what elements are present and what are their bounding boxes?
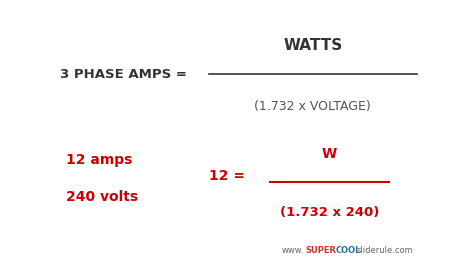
Text: W: W: [322, 147, 337, 161]
Text: COOL: COOL: [336, 246, 361, 255]
Text: www.: www.: [282, 246, 304, 255]
Text: (1.732 x VOLTAGE): (1.732 x VOLTAGE): [255, 100, 371, 113]
Text: sliderule.com: sliderule.com: [357, 246, 414, 255]
Text: WATTS: WATTS: [283, 38, 342, 53]
Text: SUPER: SUPER: [306, 246, 337, 255]
Text: (1.732 x 240): (1.732 x 240): [280, 206, 379, 219]
Text: 12 amps: 12 amps: [66, 153, 133, 167]
Text: 240 volts: 240 volts: [66, 190, 138, 204]
Text: 12 =: 12 =: [209, 169, 245, 182]
Text: 3 PHASE AMPS =: 3 PHASE AMPS =: [60, 68, 187, 81]
